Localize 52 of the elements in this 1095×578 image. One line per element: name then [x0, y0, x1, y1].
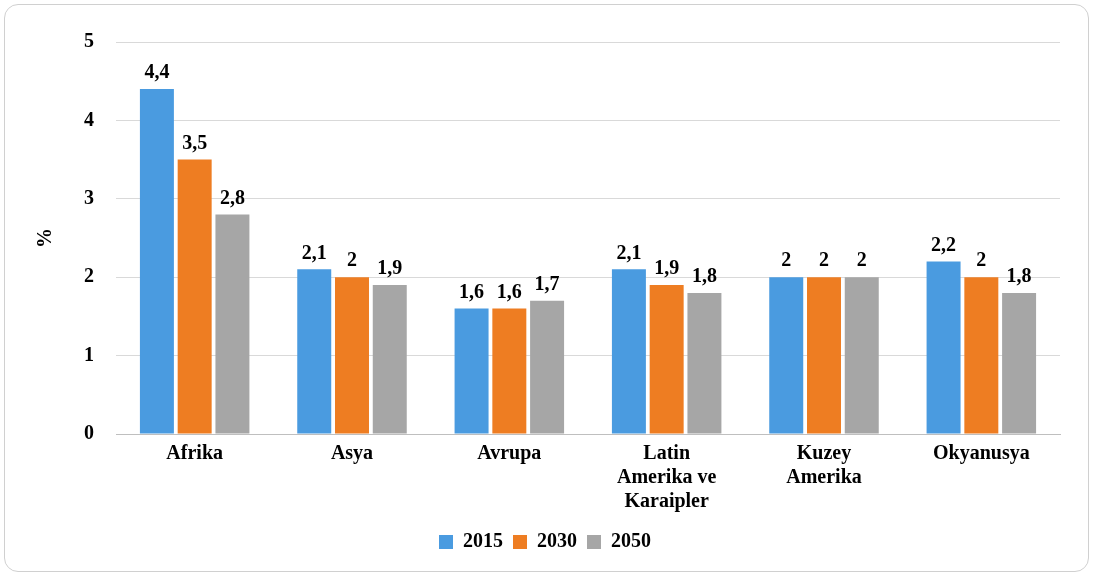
bar	[454, 308, 489, 434]
data-label: 2,1	[301, 240, 327, 263]
data-label: 2,8	[219, 185, 245, 208]
x-tick-label: Latin Amerika ve Karaipler	[616, 441, 717, 513]
y-tick-label: 1	[84, 342, 94, 365]
bar	[926, 261, 961, 434]
bar	[844, 277, 879, 434]
bar	[530, 300, 565, 434]
data-label: 1,7	[534, 271, 560, 294]
data-label: 1,6	[459, 279, 485, 302]
data-label: 2,1	[616, 240, 642, 263]
bar	[335, 277, 369, 434]
bar	[769, 277, 804, 434]
data-label: 1,8	[1006, 264, 1032, 287]
data-label: 3,5	[182, 130, 208, 153]
bar	[611, 269, 646, 434]
bar	[139, 89, 174, 434]
bar	[372, 285, 407, 434]
y-tick-label: 0	[84, 421, 94, 444]
y-tick-label: 2	[84, 264, 94, 287]
x-tick-label: Afrika	[166, 441, 223, 464]
bar	[687, 292, 722, 434]
legend-label: 2015	[463, 529, 503, 552]
bar	[649, 285, 684, 434]
y-tick-label: 3	[84, 185, 94, 208]
bar	[492, 308, 527, 434]
data-label: 2	[976, 248, 987, 271]
data-label: 1,6	[496, 279, 522, 302]
bar	[297, 269, 332, 434]
data-label: 2	[347, 248, 357, 271]
bar	[1002, 292, 1037, 434]
x-tick-label: Kuzey Amerika	[786, 441, 862, 488]
data-label: 4,4	[144, 60, 170, 83]
data-label: 2	[781, 248, 792, 271]
legend-label: 2050	[611, 529, 651, 552]
y-axis-title: %	[33, 228, 56, 248]
data-label: 2,2	[931, 232, 957, 255]
data-label: 1,9	[654, 256, 680, 279]
data-label: 2	[856, 248, 867, 271]
bar	[215, 214, 250, 434]
y-tick-label: 4	[84, 107, 94, 130]
data-label: 1,9	[377, 256, 403, 279]
bar	[807, 277, 841, 434]
x-tick-label: Asya	[330, 441, 374, 465]
bar	[964, 277, 999, 434]
x-tick-label: Okyanusya	[932, 441, 1030, 465]
x-tick-label: Avrupa	[477, 441, 542, 465]
data-label: 1,8	[691, 264, 717, 287]
legend-label: 2030	[537, 529, 577, 552]
bar	[177, 159, 212, 434]
data-label: 2	[819, 248, 829, 271]
y-tick-label: 5	[84, 29, 94, 52]
